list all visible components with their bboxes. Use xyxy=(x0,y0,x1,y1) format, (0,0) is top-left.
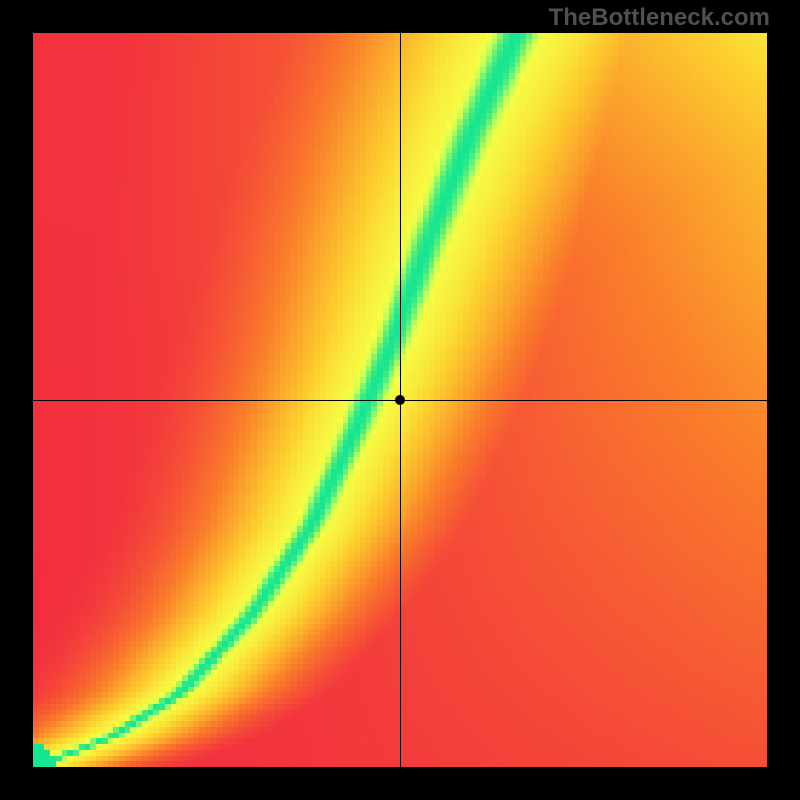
crosshair-marker xyxy=(395,395,405,405)
watermark-text: TheBottleneck.com xyxy=(549,4,770,32)
